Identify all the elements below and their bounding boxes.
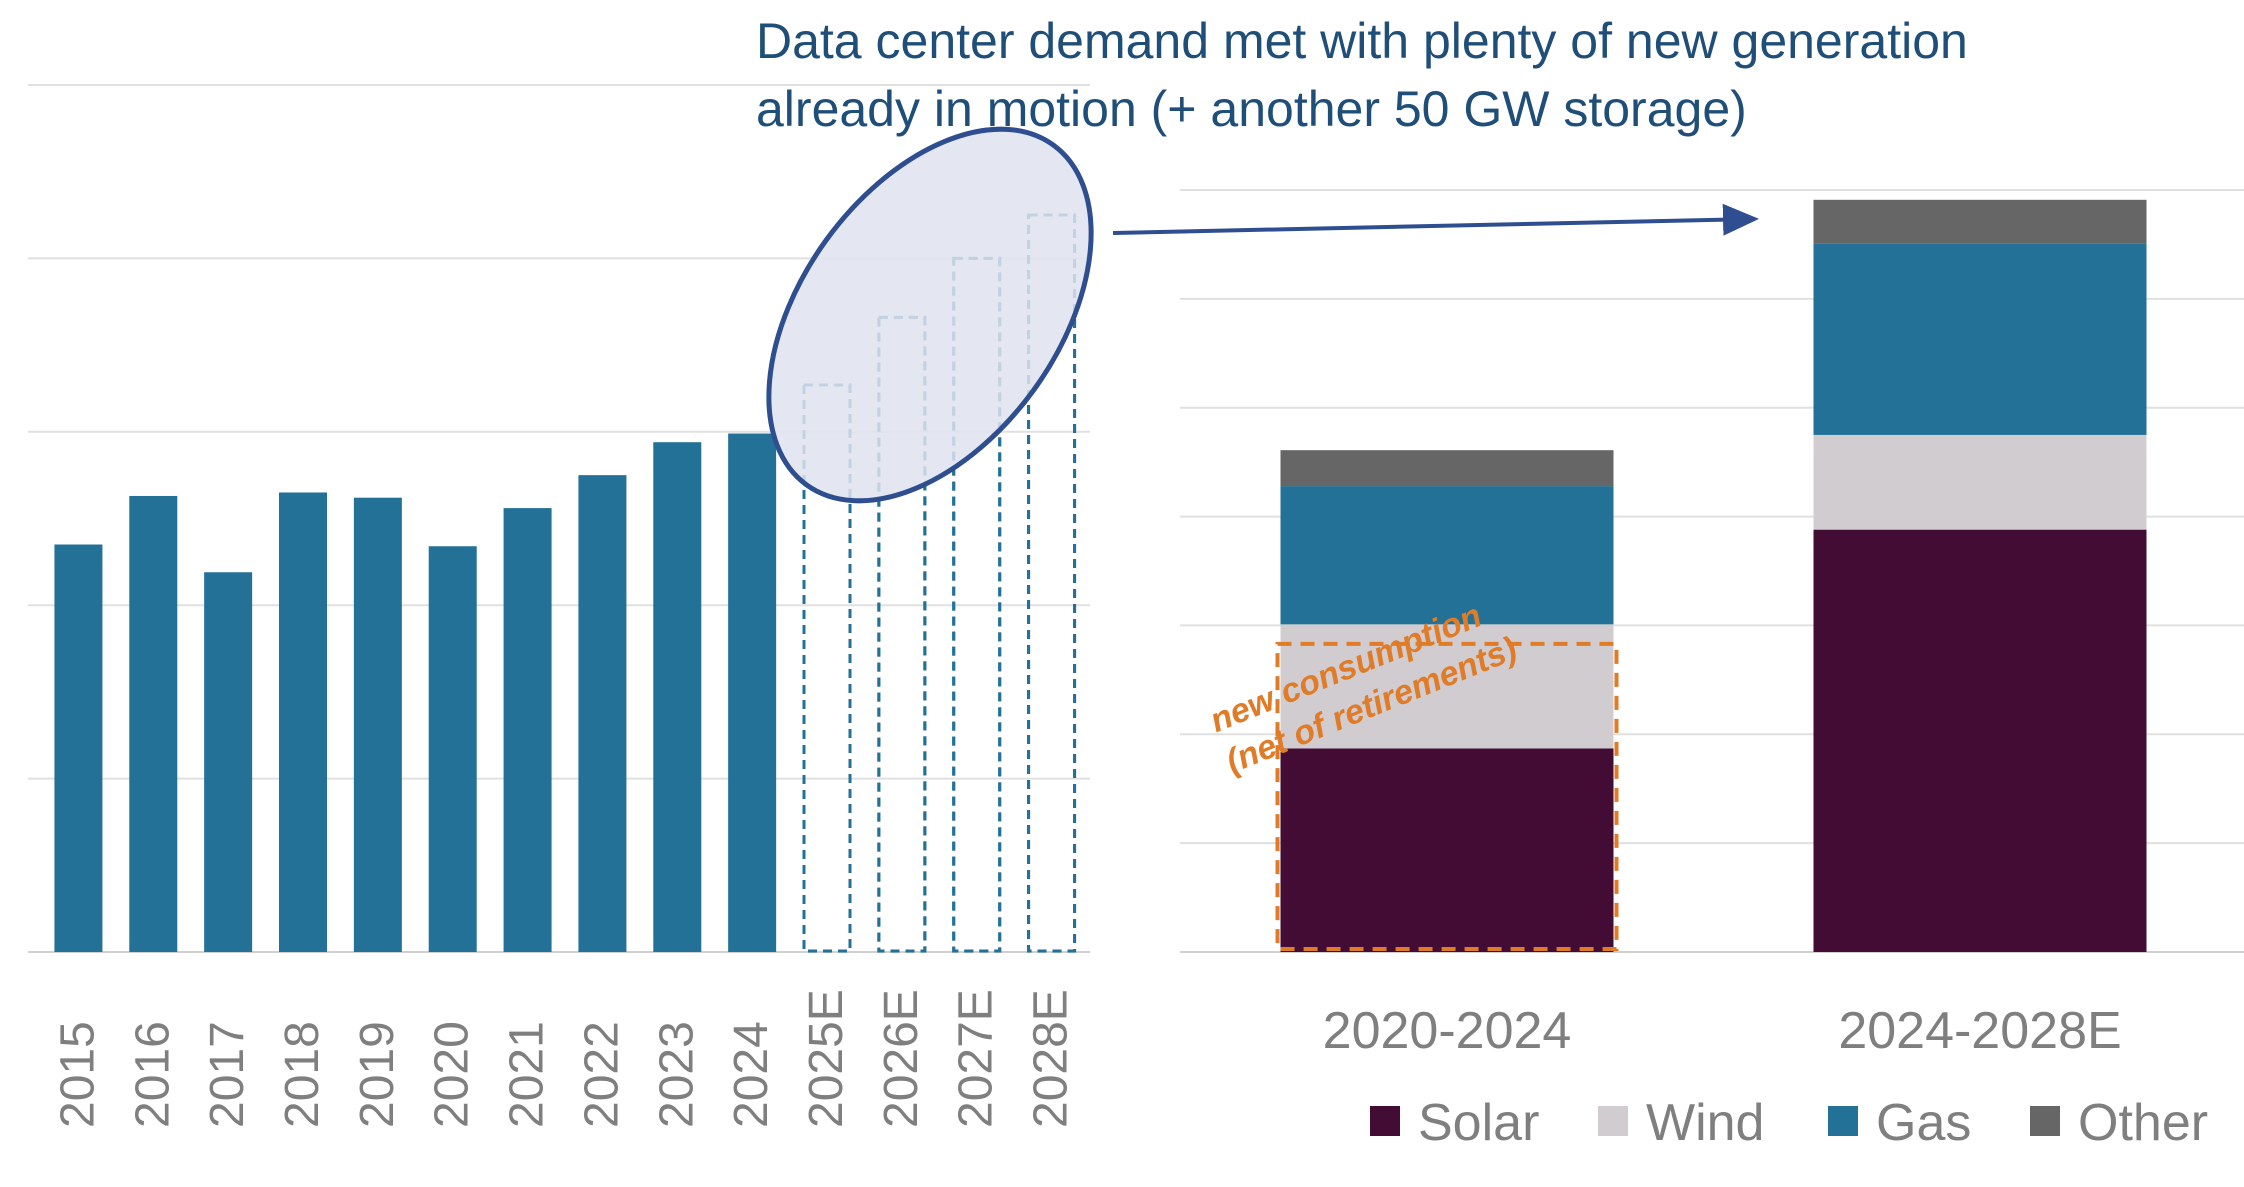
bar-2015	[54, 544, 103, 952]
x-tick-label: 2027E	[950, 989, 1003, 1128]
bar-2023	[653, 442, 702, 952]
segment-solar-2024-2028e	[1813, 529, 2147, 952]
legend-swatch-wind	[1598, 1106, 1628, 1136]
x-tick-label: 2015	[51, 1021, 104, 1128]
right-stacked-bars: 2020-2024 2024-2028E	[1280, 199, 2147, 1060]
bar-2022	[578, 475, 627, 952]
x-tick-label: 2028E	[1025, 989, 1078, 1128]
x-tick-label: 2026E	[875, 989, 928, 1128]
x-category-label: 2020-2024	[1323, 1002, 1572, 1060]
legend-swatch-gas	[1828, 1106, 1858, 1136]
segment-other-2024-2028e	[1813, 199, 2147, 244]
left-tick-labels: 2015 2016 2017 2018 2019 2020 2021 2022 2023 2024…	[51, 989, 1077, 1128]
legend-label-solar: Solar	[1418, 1094, 1539, 1152]
left-bars	[54, 213, 1077, 953]
projection-highlight-ellipse	[766, 126, 1094, 504]
legend-label-wind: Wind	[1646, 1094, 1764, 1152]
legend-swatch-other	[2030, 1106, 2060, 1136]
x-tick-label: 2016	[126, 1021, 179, 1128]
x-tick-label: 2024	[725, 1021, 778, 1128]
segment-other-2020-2024	[1280, 450, 1614, 487]
x-tick-label: 2025E	[800, 989, 853, 1128]
segment-gas-2020-2024	[1280, 486, 1614, 625]
bar-2021	[503, 508, 552, 952]
legend-label-gas: Gas	[1876, 1094, 1971, 1152]
x-tick-label: 2020	[426, 1021, 479, 1128]
x-tick-label: 2023	[650, 1021, 703, 1128]
bar-2019	[353, 497, 402, 952]
segment-gas-2024-2028e	[1813, 243, 2147, 435]
segment-solar-2020-2024	[1280, 748, 1614, 952]
x-tick-label: 2018	[276, 1021, 329, 1128]
legend: Solar Wind Gas Other	[1370, 1094, 2208, 1152]
x-category-label: 2024-2028E	[1838, 1002, 2121, 1060]
x-tick-label: 2021	[501, 1021, 554, 1128]
x-tick-label: 2022	[575, 1021, 628, 1128]
x-tick-label: 2019	[351, 1021, 404, 1128]
segment-wind-2024-2028e	[1813, 434, 2147, 530]
connector-arrow	[1112, 203, 1759, 236]
new-consumption-box	[1275, 641, 1619, 951]
bar-2016	[129, 495, 178, 952]
chart-title-line-2: already in motion (+ another 50 GW stora…	[756, 81, 1747, 137]
x-tick-label: 2017	[201, 1021, 254, 1128]
bar-2020	[428, 546, 477, 952]
bar-2018	[279, 492, 327, 952]
bar-2017	[204, 572, 253, 952]
bar-2024	[728, 433, 777, 952]
legend-label-other: Other	[2078, 1094, 2208, 1152]
legend-swatch-solar	[1370, 1106, 1400, 1136]
chart-title-line-1: Data center demand met with plenty of ne…	[756, 13, 1968, 69]
